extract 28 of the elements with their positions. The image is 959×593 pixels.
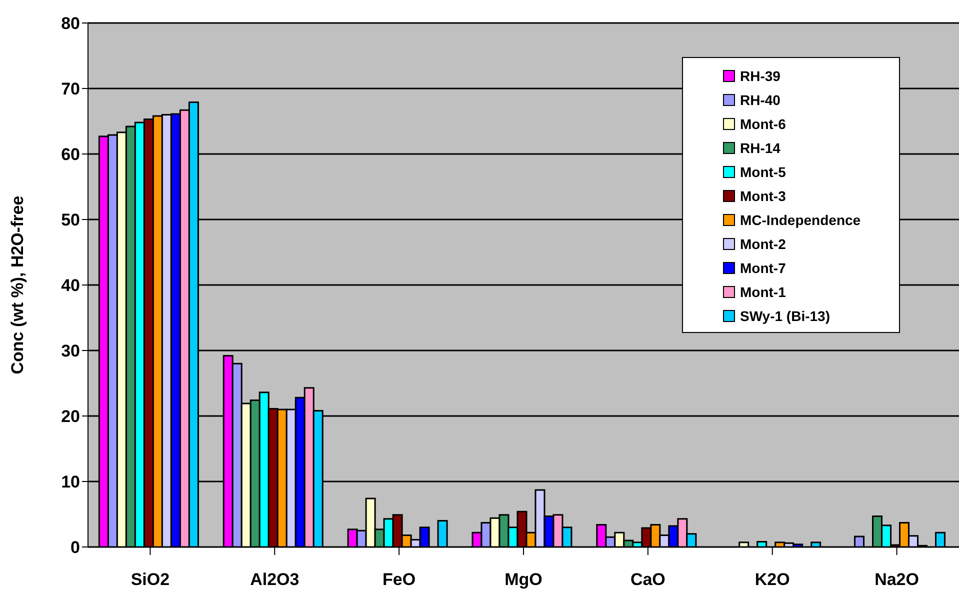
x-tick-label: MgO (504, 570, 542, 590)
legend-label: Mont-3 (740, 188, 786, 204)
y-tick-label: 30 (61, 342, 80, 361)
y-tick-label: 80 (61, 14, 80, 34)
legend-label: RH-14 (740, 140, 780, 156)
legend-label: Mont-7 (740, 260, 786, 276)
x-tick-label: SiO2 (130, 570, 170, 590)
legend-label: SWy-1 (Bi-13) (740, 308, 830, 324)
legend-label: Mont-6 (740, 116, 786, 132)
y-tick-label: 40 (61, 276, 80, 296)
y-tick-label: 70 (61, 80, 80, 99)
x-tick-label: K2O (754, 570, 790, 590)
legend-label: Mont-2 (740, 236, 786, 252)
y-tick-label: 0 (70, 538, 80, 558)
x-tick-label: CaO (630, 570, 666, 590)
x-tick-label: Al2O3 (250, 570, 300, 590)
y-tick-label: 10 (61, 472, 80, 492)
y-tick-label: 50 (61, 210, 80, 230)
legend-label: RH-39 (740, 68, 780, 84)
legend-label: Mont-5 (740, 164, 786, 180)
legend-label: MC-Independence (740, 212, 861, 228)
x-tick-label: Na2O (874, 570, 919, 590)
y-tick-label: 20 (61, 407, 80, 426)
y-axis-title: Conc (wt %), H2O-free (8, 196, 28, 374)
legend-label: RH-40 (740, 92, 780, 108)
x-tick-label: FeO (382, 570, 416, 590)
legend-label: Mont-1 (740, 284, 786, 300)
y-tick-label: 60 (61, 145, 80, 164)
